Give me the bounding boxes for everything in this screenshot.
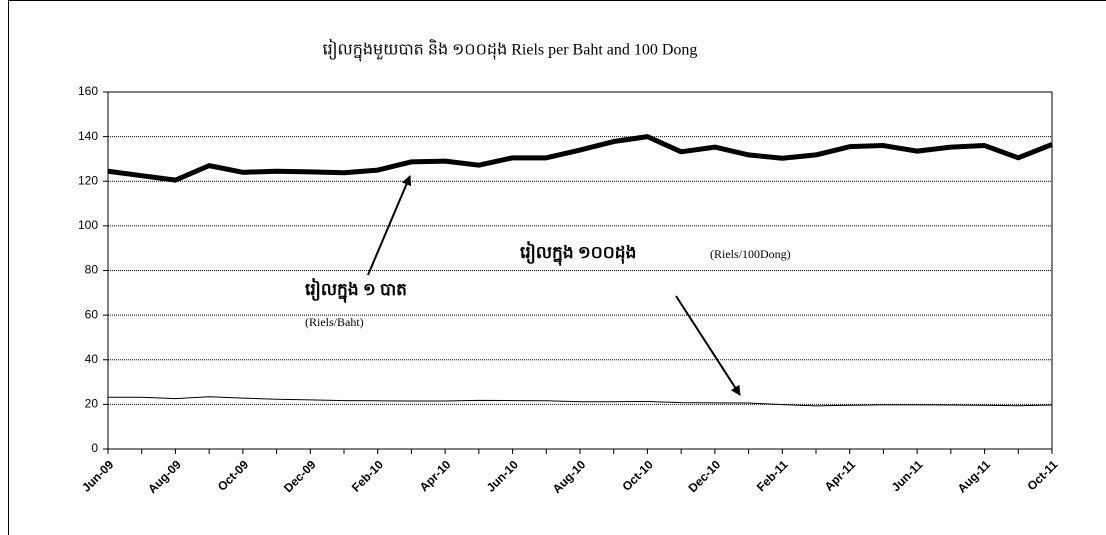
x-tick-label: Feb-11 [754,457,791,494]
frame [8,0,1106,535]
x-tick-label: Jun-11 [889,457,926,494]
x-tick-label: Feb-10 [349,457,386,494]
x-tick-label: Aug-09 [145,457,184,496]
y-tick-label: 100 [78,218,98,232]
y-tick-label: 80 [85,263,99,277]
x-tick-label: Apr-11 [822,457,859,494]
x-tick-label: Jun-09 [79,457,116,494]
x-tick-label: Dec-09 [281,457,319,495]
y-tick-label: 120 [78,173,98,187]
y-tick-label: 60 [85,307,99,321]
x-tick-label: Dec-10 [685,457,723,495]
chart-title: រៀលក្នុងមួយបាត និង ១០០ដុង Riels per Baht… [323,39,698,63]
x-tick-label: Aug-11 [955,457,993,495]
line-series [107,134,1053,183]
x-tick-label: Aug-10 [550,457,589,496]
y-tick-label: 0 [91,441,98,455]
annotation: (Riels/Baht) [305,315,364,329]
arrow [675,295,741,396]
annotation: រៀលក្នុង ១ បាត [305,278,407,303]
line-series [108,396,1053,407]
x-tick-label: Oct-10 [619,457,656,494]
x-tick-label: Oct-11 [1025,457,1061,493]
x-tick-label: Jun-10 [484,457,521,494]
y-tick-label: 20 [85,397,99,411]
x-tick-label: Apr-10 [417,457,454,494]
annotation: រៀលក្នុង ១០០ដុង [520,241,636,266]
y-tick-label: 140 [78,129,98,143]
annotation: (Riels/100Dong) [710,247,791,261]
y-tick-label: 40 [85,352,99,366]
x-tick-label: Oct-09 [215,457,252,494]
y-tick-label: 160 [78,84,98,98]
